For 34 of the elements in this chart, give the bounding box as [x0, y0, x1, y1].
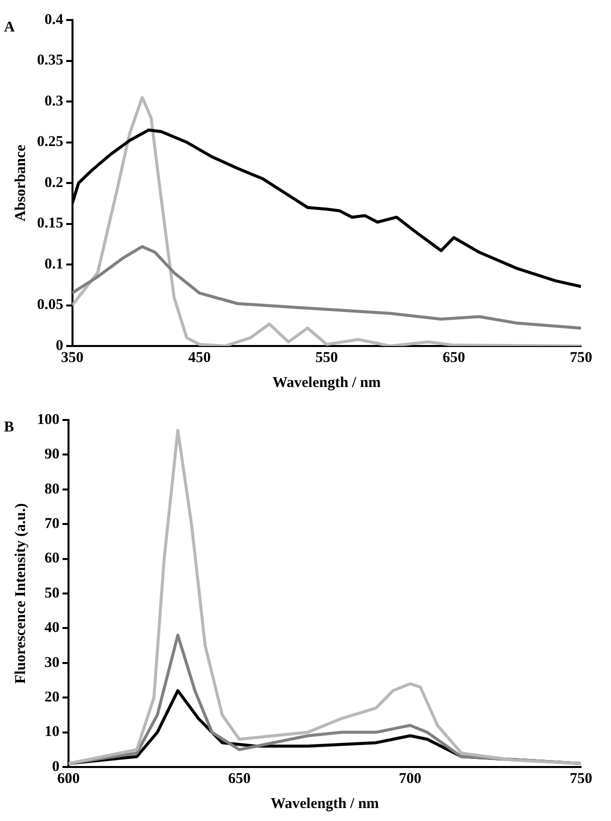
y-tick-label: 0.4: [44, 12, 64, 28]
x-tick-label: 450: [188, 350, 211, 366]
chart-title: A: [4, 19, 15, 36]
y-tick-label: 40: [44, 620, 60, 636]
y-tick-label: 0.1: [44, 256, 64, 272]
y-tick-label: 70: [44, 516, 60, 532]
y-tick-label: 50: [44, 585, 60, 602]
x-axis-title: Wavelength / nm: [270, 796, 380, 812]
y-tick-label: 100: [37, 412, 60, 428]
x-tick-label: 700: [398, 770, 422, 787]
x-axis-title: Wavelength / nm: [272, 374, 382, 391]
y-tick-label: 0.05: [37, 297, 64, 314]
x-tick-label: 350: [61, 350, 84, 366]
y-tick-label: 90: [44, 446, 60, 463]
y-tick-label: 10: [44, 724, 60, 740]
x-tick-label: 600: [57, 770, 80, 787]
y-axis-title: Absorbance: [12, 144, 29, 222]
y-tick-label: 20: [44, 689, 60, 706]
x-tick-label: 750: [570, 350, 592, 366]
y-tick-label: 60: [44, 550, 60, 567]
x-tick-label: 550: [315, 350, 338, 366]
chart-title: B: [4, 419, 14, 436]
y-tick-label: 0.3: [44, 93, 64, 110]
y-tick-label: 30: [44, 654, 60, 671]
x-tick-label: 750: [570, 770, 592, 787]
y-tick-label: 0.25: [37, 134, 64, 150]
x-tick-label: 650: [228, 770, 251, 787]
y-tick-label: 0.35: [37, 52, 64, 69]
y-axis-title: Fluorescence Intensity (a.u.): [12, 503, 29, 684]
y-tick-label: 0: [52, 758, 60, 775]
y-tick-label: 80: [44, 481, 60, 498]
y-tick-label: 0.15: [37, 216, 64, 232]
y-tick-label: 0.2: [44, 174, 64, 191]
x-tick-label: 650: [442, 350, 466, 366]
